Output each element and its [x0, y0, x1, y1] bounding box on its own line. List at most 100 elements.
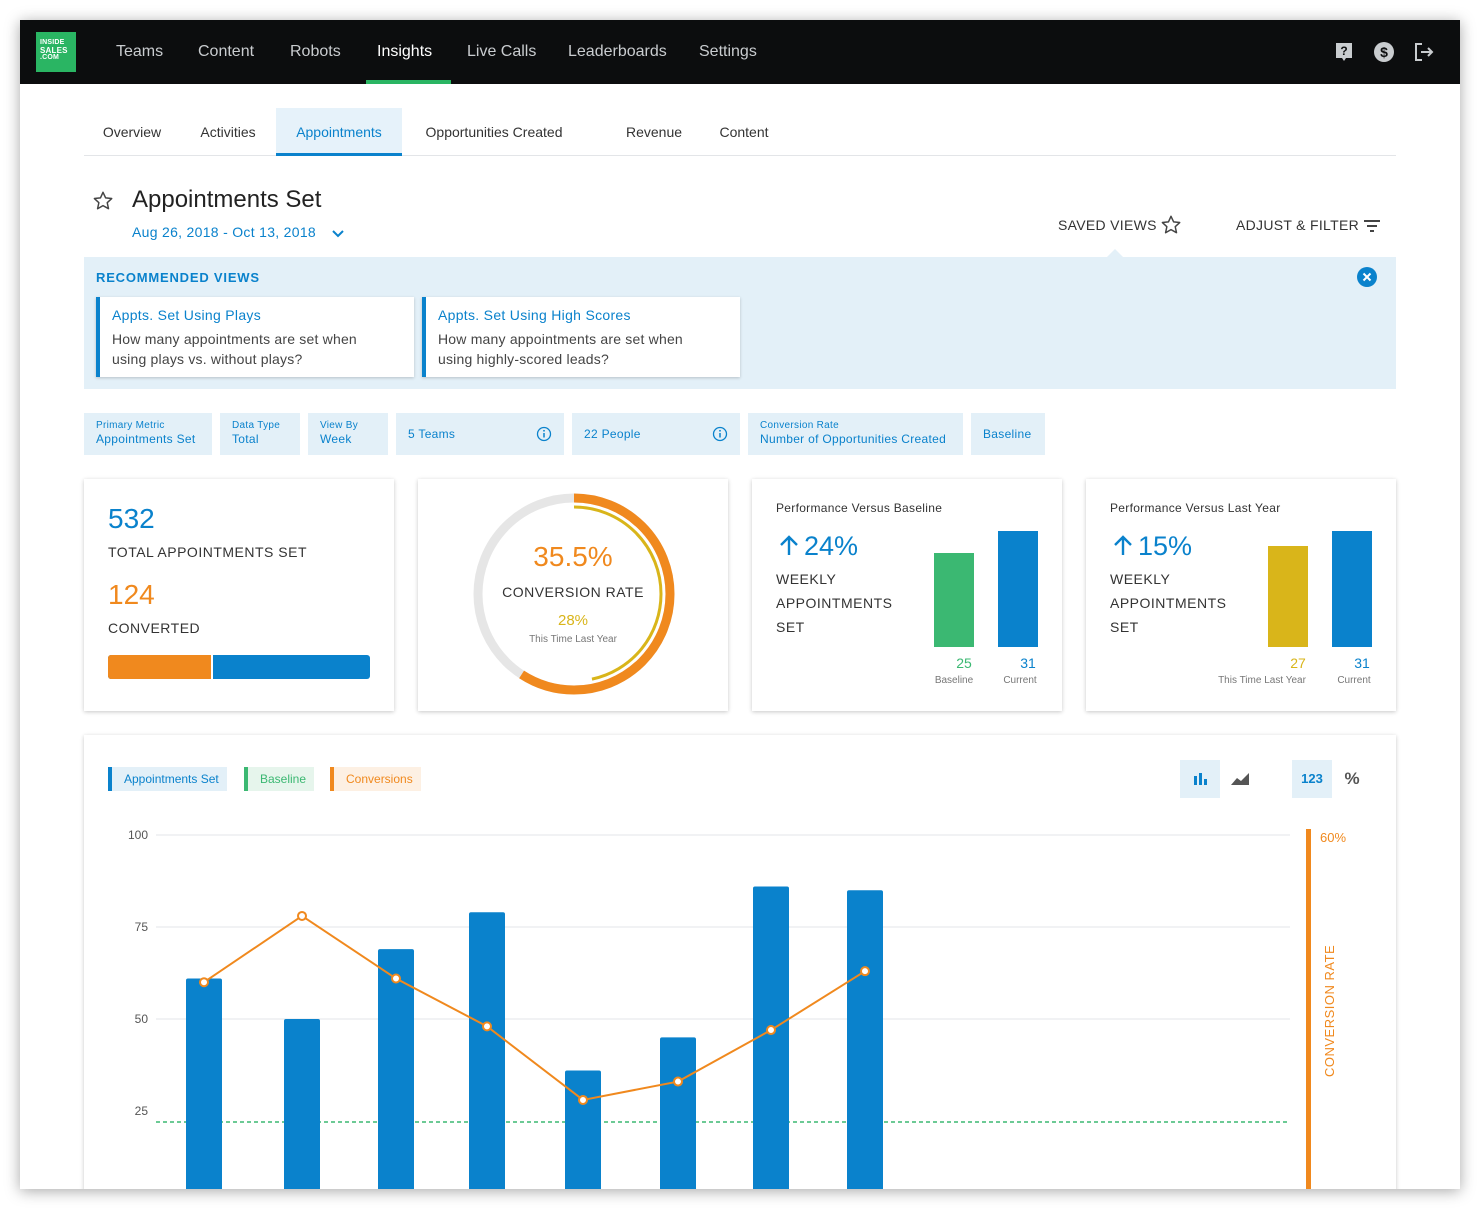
nav-live-calls[interactable]: Live Calls	[467, 43, 537, 60]
bar-chart-icon	[1194, 773, 1207, 785]
help-icon[interactable]: ?	[1332, 40, 1356, 64]
appointments-bar[interactable]	[378, 949, 414, 1189]
conversion-rate-axis-bar	[1306, 829, 1311, 1189]
info-icon[interactable]	[712, 426, 728, 442]
change-value: 24%	[804, 531, 859, 561]
weekly-line1: WEEKLY	[776, 571, 837, 587]
y-tick-label: 100	[128, 828, 148, 842]
area-chart-toggle[interactable]	[1220, 760, 1260, 798]
conversions-point[interactable]	[199, 977, 209, 988]
filter-icon[interactable]	[1362, 216, 1382, 236]
chip-value: 22 People	[584, 427, 641, 441]
appointments-bar[interactable]	[565, 1070, 601, 1189]
tab-appointments[interactable]: Appointments	[276, 108, 402, 156]
chip-conversion-rate[interactable]: Conversion Rate Number of Opportunities …	[748, 413, 963, 455]
tab-content[interactable]: Content	[719, 124, 769, 140]
billing-icon[interactable]: $	[1372, 40, 1396, 64]
info-icon[interactable]	[536, 426, 552, 442]
conversions-point[interactable]	[766, 1025, 776, 1036]
conversions-point[interactable]	[673, 1076, 683, 1087]
appointments-bar[interactable]	[660, 1037, 696, 1189]
chip-value: Week	[320, 432, 352, 446]
conversions-point[interactable]	[860, 966, 870, 977]
chip-people[interactable]: 22 People	[572, 413, 740, 455]
appointments-bar[interactable]	[753, 886, 789, 1189]
weekly-line2: APPOINTMENTS	[1110, 595, 1227, 611]
close-icon[interactable]	[1357, 267, 1377, 287]
bar-chart-toggle[interactable]	[1180, 760, 1220, 798]
rec-card-desc-line1: How many appointments are set when	[438, 331, 683, 347]
nav-leaderboards[interactable]: Leaderboards	[568, 43, 667, 60]
right-axis-tick: 60%	[1320, 830, 1346, 845]
chip-value: Number of Opportunities Created	[760, 432, 947, 446]
conversions-point[interactable]	[391, 973, 401, 984]
chip-teams[interactable]: 5 Teams	[396, 413, 564, 455]
total-appointments-value: 532	[108, 503, 155, 534]
chevron-down-icon[interactable]	[330, 226, 346, 242]
numeric-toggle[interactable]: 123	[1292, 760, 1332, 798]
weekly-line3: SET	[776, 619, 805, 635]
svg-text:$: $	[1380, 44, 1388, 60]
last-year-caption: This Time Last Year	[1218, 675, 1306, 686]
converted-progress-fill	[108, 655, 213, 679]
y-tick-label: 25	[135, 1104, 149, 1118]
chip-value: 5 Teams	[408, 427, 456, 441]
current-caption: Current	[1003, 675, 1037, 686]
chip-label: Conversion Rate	[760, 420, 839, 431]
tab-overview[interactable]: Overview	[102, 124, 162, 140]
chip-data-type[interactable]: Data Type Total	[220, 413, 300, 455]
recommended-card-plays[interactable]: Appts. Set Using Plays How many appointm…	[96, 297, 414, 377]
appointments-bar[interactable]	[186, 978, 222, 1189]
rec-card-desc-line2: using plays vs. without plays?	[112, 351, 303, 367]
date-range[interactable]: Aug 26, 2018 - Oct 13, 2018	[132, 224, 317, 240]
baseline-caption: Baseline	[934, 675, 974, 686]
legend-appointments-set[interactable]: Appointments Set	[108, 767, 227, 791]
rec-card-title: Appts. Set Using Plays	[112, 307, 261, 323]
recommended-card-high-scores[interactable]: Appts. Set Using High Scores How many ap…	[422, 297, 740, 377]
conversions-point[interactable]	[578, 1094, 588, 1105]
chip-baseline[interactable]: Baseline	[971, 413, 1045, 455]
chip-label: View By	[320, 420, 359, 431]
current-caption: Current	[1337, 675, 1371, 686]
logo-line-2: SALES	[40, 45, 68, 55]
ring-last-year-arc	[485, 505, 663, 683]
chip-value: Total	[232, 432, 259, 446]
logo-line-3: .COM	[40, 54, 60, 61]
y-tick-label: 75	[135, 920, 149, 934]
legend-baseline[interactable]: Baseline	[244, 767, 315, 791]
favorite-star-icon[interactable]	[92, 190, 114, 212]
adjust-filter-button[interactable]: ADJUST & FILTER	[1236, 217, 1360, 233]
insidesales-logo[interactable]: INSIDE SALES .COM	[36, 32, 76, 72]
rec-card-desc-line2: using highly-scored leads?	[438, 351, 609, 367]
appointments-bar[interactable]	[469, 912, 505, 1189]
tab-revenue[interactable]: Revenue	[625, 124, 683, 140]
conversions-point[interactable]	[297, 910, 307, 921]
percent-toggle[interactable]: %	[1344, 769, 1360, 788]
conversions-line	[203, 914, 866, 1102]
tab-activities[interactable]: Activities	[200, 124, 256, 140]
saved-views-button[interactable]: SAVED VIEWS	[1058, 217, 1157, 233]
current-bar	[1332, 531, 1372, 647]
converted-value: 124	[108, 579, 155, 610]
conversion-rate-value: 35.5%	[533, 541, 613, 572]
nav-insights[interactable]: Insights	[377, 43, 433, 60]
ring-conversion-arc	[473, 493, 675, 695]
chart-grid: 100 75 50 25	[128, 828, 1290, 1123]
appointments-bar[interactable]	[847, 890, 883, 1189]
chip-primary-metric[interactable]: Primary Metric Appointments Set	[84, 413, 212, 455]
conversion-rate-card: 35.5% CONVERSION RATE 28% This Time Last…	[418, 479, 728, 711]
right-axis-label: CONVERSION RATE	[1322, 945, 1337, 1077]
logout-icon[interactable]	[1412, 40, 1436, 64]
tab-opportunities-created[interactable]: Opportunities Created	[425, 124, 563, 140]
legend-conversions[interactable]: Conversions	[330, 767, 421, 791]
appointments-bar[interactable]	[284, 1019, 320, 1189]
chip-view-by[interactable]: View By Week	[308, 413, 388, 455]
conversion-rate-label: CONVERSION RATE	[502, 584, 644, 600]
nav-settings[interactable]: Settings	[699, 43, 757, 60]
saved-views-star-icon[interactable]	[1160, 214, 1182, 236]
nav-content[interactable]: Content	[198, 43, 255, 60]
nav-robots[interactable]: Robots	[290, 43, 341, 60]
conversions-point[interactable]	[482, 1021, 492, 1032]
chip-value: Baseline	[983, 427, 1032, 441]
nav-teams[interactable]: Teams	[116, 43, 164, 60]
